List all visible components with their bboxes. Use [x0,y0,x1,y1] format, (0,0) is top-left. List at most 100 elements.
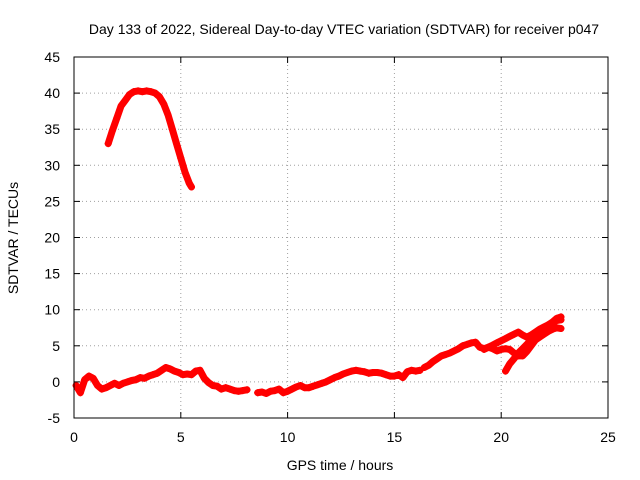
data-point [527,336,535,344]
data-point [326,376,334,384]
y-tick-label: 5 [52,338,60,354]
data-point [279,389,287,397]
data-point [442,350,450,358]
data-point [292,383,300,391]
data-point [147,88,155,96]
data-point [553,314,561,322]
data-point [309,382,317,390]
data-point [544,321,552,329]
x-axis-label: GPS time / hours [287,457,394,473]
data-point [102,384,110,392]
data-point [284,387,292,395]
data-point [76,389,84,397]
data-point [258,388,266,396]
data-point [123,378,131,386]
x-tick-label: 0 [70,429,78,445]
data-layer [72,87,565,397]
data-point [484,343,492,351]
data-point [155,93,163,101]
data-point [446,349,454,357]
y-tick-label: 45 [44,49,60,65]
data-point [200,374,208,382]
data-point [314,381,322,389]
data-point [104,140,112,148]
data-point [145,372,153,380]
x-tick-label: 25 [600,429,616,445]
data-point [166,365,174,373]
series-arc-2 [72,363,251,397]
y-tick-label: 10 [44,302,60,318]
data-point [173,140,181,148]
data-point [275,385,283,393]
data-point [403,368,411,376]
y-tick-label: 30 [44,157,60,173]
data-point [472,338,480,346]
data-point [181,169,189,177]
data-point [514,328,522,336]
data-point [360,368,368,376]
data-point [217,385,225,393]
data-point [226,385,234,393]
data-point [158,366,166,374]
data-point [93,382,101,390]
data-point [162,363,170,371]
data-point [153,369,161,377]
data-point [523,340,531,348]
data-point [187,371,195,379]
series-arc-6 [501,313,565,375]
data-point [222,384,230,392]
data-point [113,114,121,122]
data-point [493,347,501,355]
data-point [271,387,279,395]
data-point [322,378,330,386]
series-arc-3 [254,366,424,397]
x-tick-label: 5 [177,429,185,445]
data-point [497,337,505,345]
data-point [454,345,462,353]
x-tick-label: 20 [493,429,509,445]
data-point [399,374,407,382]
data-point [177,154,185,162]
data-point [89,374,97,382]
data-point [519,345,527,353]
data-point [305,384,313,392]
data-point [243,386,251,394]
tick-label-layer: 0 5 10 15 20 25 -5 0 5 10 15 20 25 30 35 40 45 [44,49,616,445]
grid-layer [74,57,608,418]
data-point [506,360,514,368]
data-point [489,345,497,353]
y-axis-label: SDTVAR / TECUs [5,182,21,294]
data-point [514,349,522,357]
data-point [132,376,140,384]
data-point [463,340,471,348]
data-point [429,358,437,366]
data-point [437,352,445,360]
data-point [425,361,433,369]
series-arc-5 [480,324,565,360]
data-point [335,372,343,380]
data-point [343,369,351,377]
data-point [111,379,119,387]
data-point [81,376,89,384]
data-point [506,345,514,353]
y-tick-label: 15 [44,266,60,282]
data-point [420,363,428,371]
data-point [510,330,518,338]
data-point [433,355,441,363]
data-point [119,379,127,387]
data-point [117,102,125,110]
data-point [98,385,106,393]
data-point [85,372,93,380]
data-point [196,366,204,374]
data-point [480,345,488,353]
data-point [164,111,172,119]
data-point [450,347,458,355]
data-point [531,332,539,340]
data-point [187,183,195,191]
y-tick-label: -5 [48,410,61,426]
data-point [126,91,134,99]
data-point [318,379,326,387]
data-point [339,370,347,378]
